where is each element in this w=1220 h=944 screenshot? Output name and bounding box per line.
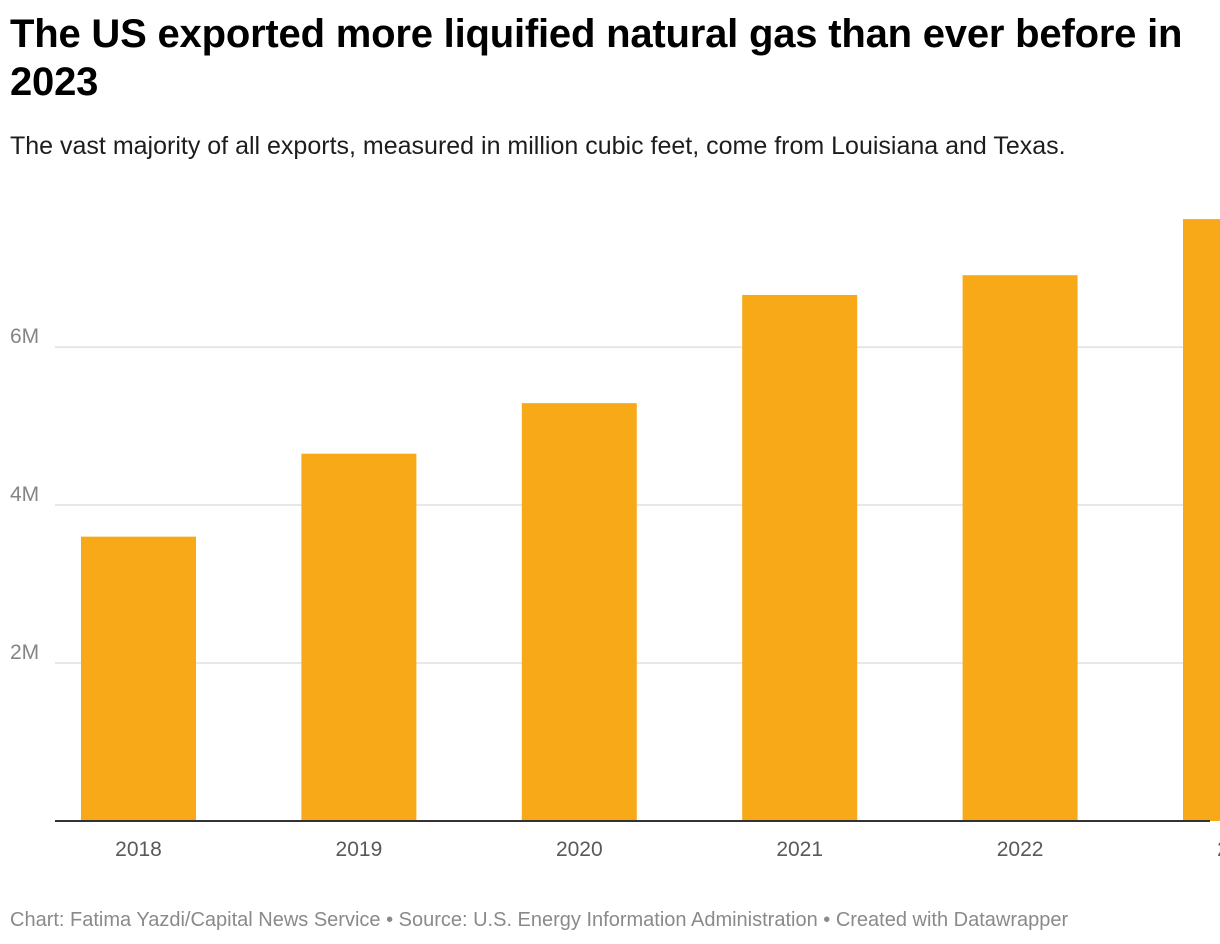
axes: 2018 2019 2020 2021 2022 2023 [55,820,1220,861]
chart-footer: Chart: Fatima Yazdi/Capital News Service… [10,909,1069,931]
bars [81,219,1220,821]
bar-2020 [521,403,637,821]
bar-chart: 2M 4M 6M 2018 2019 2020 2021 2022 2023 [10,219,1220,861]
y-tick-label: 2M [10,641,39,664]
bar-2019 [301,453,417,821]
bar-2022 [962,275,1078,821]
chart-title: The US exported more liquified natural g… [10,12,1183,104]
chart-subtitle: The vast majority of all exports, measur… [10,132,1066,160]
x-tick-label: 2018 [115,838,162,861]
x-tick-label: 2021 [776,838,823,861]
x-tick-label: 2023 [1217,838,1220,861]
x-tick-label: 2020 [556,838,603,861]
x-tick-label: 2019 [336,838,383,861]
bar-2021 [742,294,858,821]
x-tick-label: 2022 [997,838,1044,861]
bar-2018 [81,536,196,821]
y-tick-label: 6M [10,325,39,348]
bar-2023 [1183,219,1220,821]
y-tick-label: 4M [10,483,39,506]
